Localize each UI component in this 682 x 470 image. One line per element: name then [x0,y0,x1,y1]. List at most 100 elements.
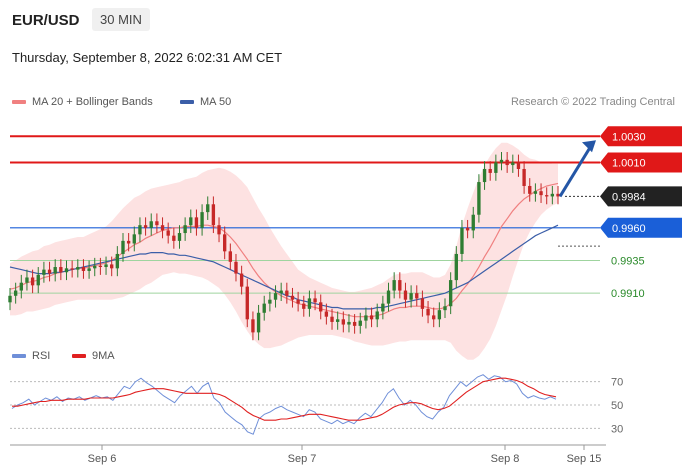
candle-body [223,234,227,252]
rsi-tick-label: 30 [611,423,623,435]
rsi-tick-label: 70 [611,377,623,389]
candle [341,311,345,333]
level-label: 0.9960 [612,223,646,235]
candle [234,253,238,282]
candle [386,282,391,312]
candle [93,257,97,277]
candle [189,209,193,234]
candle [138,217,142,243]
candle-body [437,310,442,320]
x-tick-label: Sep 7 [288,453,317,465]
legend-label-ma20: MA 20 + Bollinger Bands [32,96,153,108]
candle [302,295,306,317]
candle-body [285,290,289,296]
candle-body [319,302,323,312]
candle-body [409,293,413,300]
symbol-label: EUR/USD [12,12,80,29]
candle [465,219,470,239]
candle [426,301,430,324]
candle [59,259,63,281]
candle-body [539,191,543,196]
level-1.0030: 1.0030 [10,126,682,147]
candle-body [545,195,549,197]
candle [155,213,159,234]
candle [488,161,492,181]
candle [64,260,69,281]
candle [160,217,165,239]
candle-body [13,290,18,296]
candle-body [290,295,295,300]
candle-body [25,277,29,283]
candle-body [477,182,481,215]
candle-body [160,225,165,231]
candle-body [352,321,357,326]
candle-body [369,315,374,320]
candle-body [443,306,447,311]
candle [206,196,210,220]
candle [415,285,419,307]
candle-body [126,240,131,244]
candle-body [482,168,487,183]
candle [104,256,108,275]
candle-body [200,212,204,228]
candle [352,314,357,334]
candle [19,274,23,299]
candle [245,278,249,328]
candle [13,282,18,304]
candle [177,225,182,249]
candle-body [505,159,509,166]
candle-body [516,162,521,169]
candle-body [398,280,402,291]
candle-body [330,316,334,322]
candle-body [392,280,396,291]
candle [556,185,560,205]
candle-body [454,253,458,281]
candle [110,256,114,277]
forecast-arrow-line [558,143,594,198]
candle [268,291,272,312]
candle-body [268,299,272,304]
candle [36,267,40,294]
candle-body [307,298,312,309]
legend-label-9ma: 9MA [92,350,115,362]
timeframe-badge[interactable]: 30 MIN [92,8,150,31]
candle [87,260,91,279]
rsi-line [11,374,557,435]
candle [262,295,266,321]
candle-body [533,191,538,194]
level-tag [600,152,682,173]
candle [392,272,396,299]
candle [42,261,46,283]
candle-body [426,308,430,316]
candle [143,217,148,236]
candle [8,287,12,311]
candle-body [8,295,12,303]
candle [533,183,538,202]
candle [47,261,52,282]
candle [211,196,216,234]
candle [239,265,244,295]
candle [30,269,35,294]
candle-body [189,217,193,226]
candle-body [341,319,345,325]
candle [273,285,278,308]
candle [183,217,187,241]
candle-body [47,269,52,274]
candle [217,217,221,243]
candle [494,154,498,181]
x-tick-label: Sep 15 [567,453,602,465]
candle [296,291,300,312]
rsi-tick-label: 50 [611,400,623,412]
candle-body [556,193,560,197]
candle-body [53,267,57,274]
candle [25,269,29,291]
candle-body [217,225,221,235]
candle-body [273,293,278,300]
candle-body [465,227,470,231]
level-label: 0.9910 [611,288,645,300]
candle [482,161,487,190]
candle-body [251,319,255,333]
legend-swatch-ma20 [12,100,26,104]
legend-swatch-ma50 [180,100,194,104]
